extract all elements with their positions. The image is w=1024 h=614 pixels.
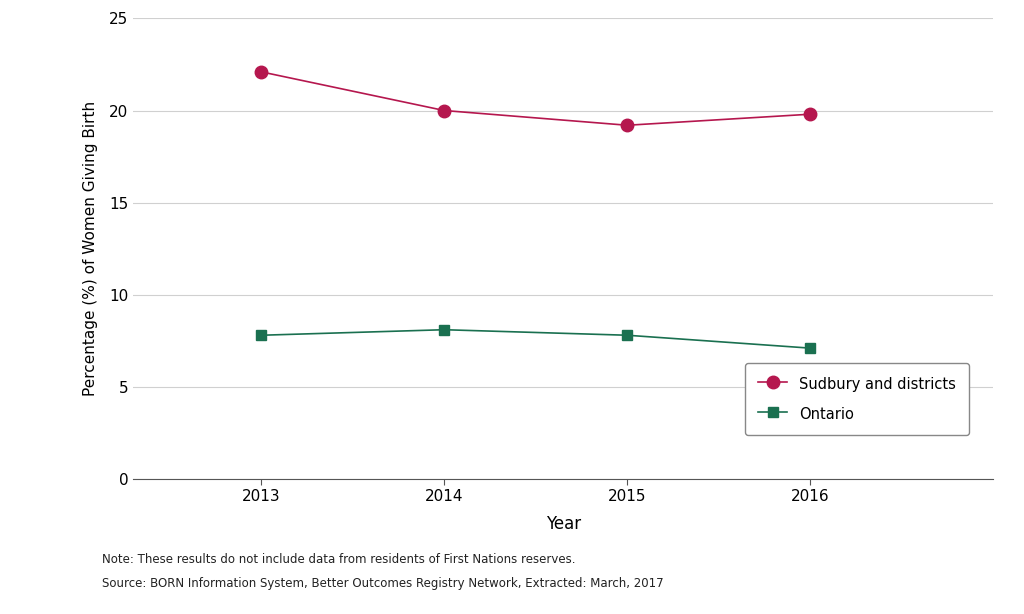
Line: Ontario: Ontario [256,325,815,353]
Text: Source: BORN Information System, Better Outcomes Registry Network, Extracted: Ma: Source: BORN Information System, Better … [102,577,664,590]
Legend: Sudbury and districts, Ontario: Sudbury and districts, Ontario [744,363,969,435]
Y-axis label: Percentage (%) of Women Giving Birth: Percentage (%) of Women Giving Birth [83,101,98,396]
Ontario [255,332,267,339]
Sudbury and districts [622,122,634,129]
Sudbury and districts [804,111,816,118]
Ontario [804,344,816,352]
Sudbury and districts [255,68,267,76]
Ontario [438,326,451,333]
Line: Sudbury and districts: Sudbury and districts [255,66,816,131]
Ontario [622,332,634,339]
Sudbury and districts [438,107,451,114]
Text: Note: These results do not include data from residents of First Nations reserves: Note: These results do not include data … [102,553,575,565]
X-axis label: Year: Year [546,515,581,534]
